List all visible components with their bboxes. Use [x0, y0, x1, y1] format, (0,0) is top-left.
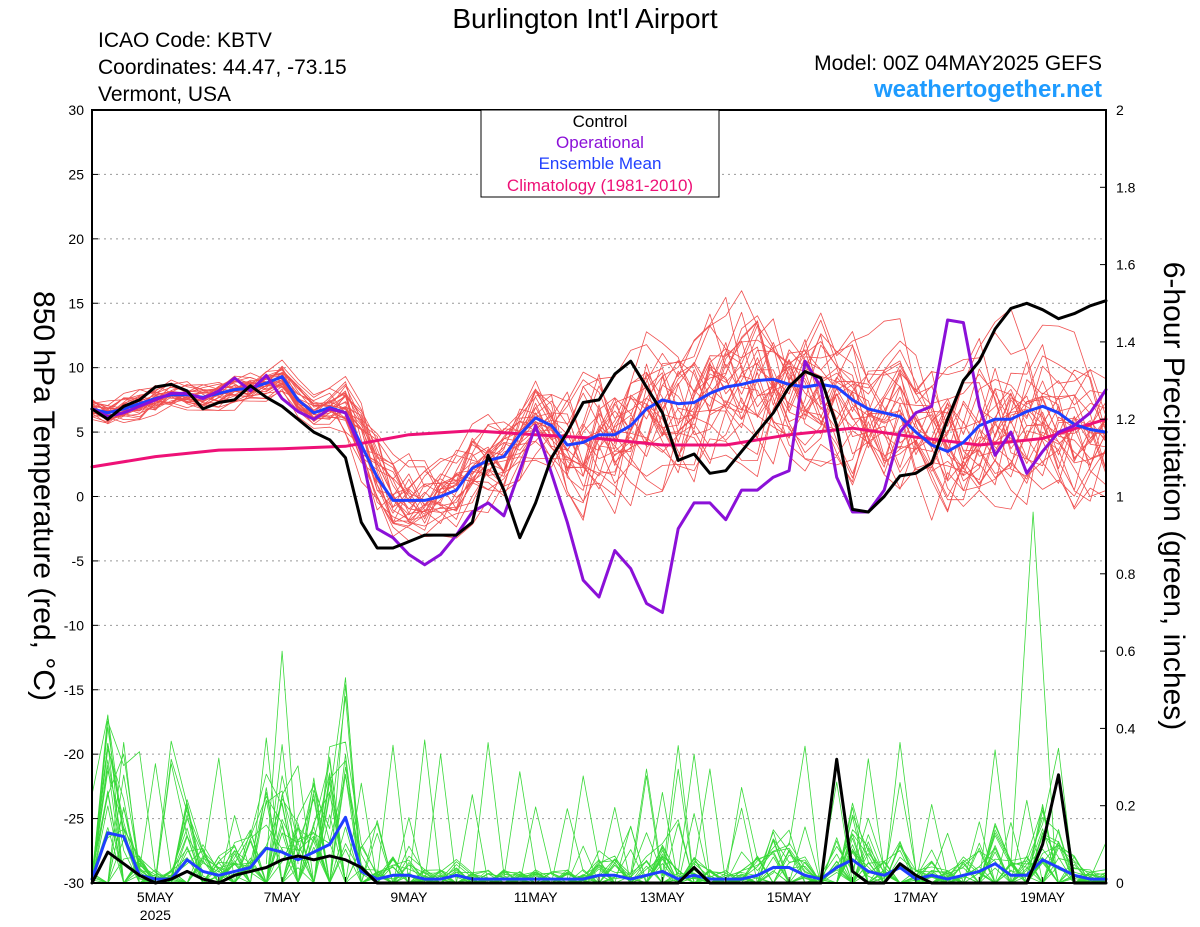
y-right-tick-label: 1.4 — [1116, 334, 1136, 350]
y-left-tick-label: -30 — [64, 875, 84, 891]
y-left-tick-label: 10 — [68, 360, 84, 376]
precip-control-series — [90, 757, 1108, 885]
y-left-tick-label: 5 — [76, 424, 84, 440]
temperature-member-line — [91, 331, 1107, 513]
legend-climatology: Climatology (1981-2010) — [507, 176, 693, 195]
y-right-tick-label: 1.8 — [1116, 179, 1136, 195]
model-run: Model: 00Z 04MAY2025 GEFS — [814, 52, 1102, 75]
temperature-operational-line — [90, 318, 1108, 614]
axis-ticks: -30-25-20-15-10-505101520253000.20.40.60… — [64, 102, 1136, 923]
precip-member-line — [91, 770, 1107, 884]
grid-lines — [92, 173, 1106, 820]
temperature-member-line — [91, 315, 1107, 520]
y-right-tick-label: 0 — [1116, 875, 1124, 891]
legend: Control Operational Ensemble Mean Climat… — [480, 109, 720, 198]
y-right-tick-label: 1.6 — [1116, 257, 1136, 273]
precip-member-peak — [1010, 511, 1056, 865]
precip-member-line — [91, 760, 1107, 884]
temperature-member-line — [91, 296, 1107, 525]
temperature-member-line — [91, 349, 1107, 539]
legend-control: Control — [573, 112, 628, 131]
x-tick-label: 17MAY — [893, 889, 939, 905]
temperature-member-line — [91, 346, 1107, 518]
y-left-tick-label: -15 — [64, 682, 84, 698]
y-left-tick-label: 25 — [68, 166, 84, 182]
y-left-tick-label: -5 — [72, 553, 85, 569]
precip-ensemble-mean-series — [90, 815, 1108, 881]
x-tick-label: 9MAY — [390, 889, 428, 905]
legend-box — [480, 109, 720, 198]
legend-operational: Operational — [556, 133, 644, 152]
y-left-tick-label: 20 — [68, 231, 84, 247]
temperature-member-line — [91, 357, 1107, 510]
y-right-tick-label: 0.6 — [1116, 643, 1136, 659]
y-axis-right-label: 6-hour Precipitation (green, inches) — [1157, 262, 1190, 731]
plot-frame — [91, 109, 1107, 884]
y-right-tick-label: 0.4 — [1116, 720, 1136, 736]
location: Vermont, USA — [98, 83, 232, 106]
y-left-tick-label: 0 — [76, 489, 84, 505]
x-tick-year-label: 2025 — [140, 907, 171, 923]
precip-ensemble-mean-line — [90, 815, 1108, 881]
precip-member-lines — [91, 511, 1107, 884]
x-tick-label: 15MAY — [767, 889, 813, 905]
temperature-member-line — [91, 312, 1107, 527]
y-left-tick-label: 15 — [68, 295, 84, 311]
climatology-series — [90, 417, 1108, 469]
precip-member-line — [91, 792, 1107, 884]
temperature-member-line — [91, 311, 1107, 524]
x-tick-label: 13MAY — [640, 889, 686, 905]
x-tick-label: 5MAY — [137, 889, 175, 905]
chart-title: Burlington Int'l Airport — [452, 3, 718, 34]
legend-ensemble-mean: Ensemble Mean — [539, 154, 662, 173]
y-left-tick-label: 30 — [68, 102, 84, 118]
temperature-control-line — [90, 299, 1108, 550]
y-axis-left-label: 850 hPa Temperature (red, °C) — [27, 291, 60, 701]
y-right-tick-label: 1.2 — [1116, 411, 1136, 427]
y-left-tick-label: -25 — [64, 811, 84, 827]
precip-control-line — [90, 757, 1108, 885]
y-left-tick-label: -10 — [64, 617, 84, 633]
x-tick-label: 19MAY — [1020, 889, 1066, 905]
precip-member-line — [91, 782, 1107, 884]
brand-link[interactable]: weathertogether.net — [873, 76, 1102, 103]
icao-code: ICAO Code: KBTV — [98, 29, 272, 52]
precip-member-peak — [265, 650, 299, 865]
temperature-member-lines — [91, 290, 1107, 542]
x-tick-label: 7MAY — [264, 889, 302, 905]
precip-member-line — [91, 759, 1107, 884]
precip-member-line — [91, 772, 1107, 884]
temperature-control-series — [90, 299, 1108, 550]
temperature-operational-series — [90, 318, 1108, 614]
y-right-tick-label: 0.2 — [1116, 798, 1136, 814]
x-tick-label: 11MAY — [514, 889, 558, 905]
temperature-member-line — [91, 320, 1107, 527]
climatology-line — [90, 417, 1108, 469]
temperature-member-line — [91, 368, 1107, 521]
temperature-member-line — [91, 308, 1107, 524]
y-right-tick-label: 1 — [1116, 489, 1124, 505]
y-right-tick-label: 0.8 — [1116, 566, 1136, 582]
y-right-tick-label: 2 — [1116, 102, 1124, 118]
precip-member-line — [91, 696, 1107, 884]
coordinates: Coordinates: 44.47, -73.15 — [98, 56, 347, 79]
y-left-tick-label: -20 — [64, 746, 84, 762]
